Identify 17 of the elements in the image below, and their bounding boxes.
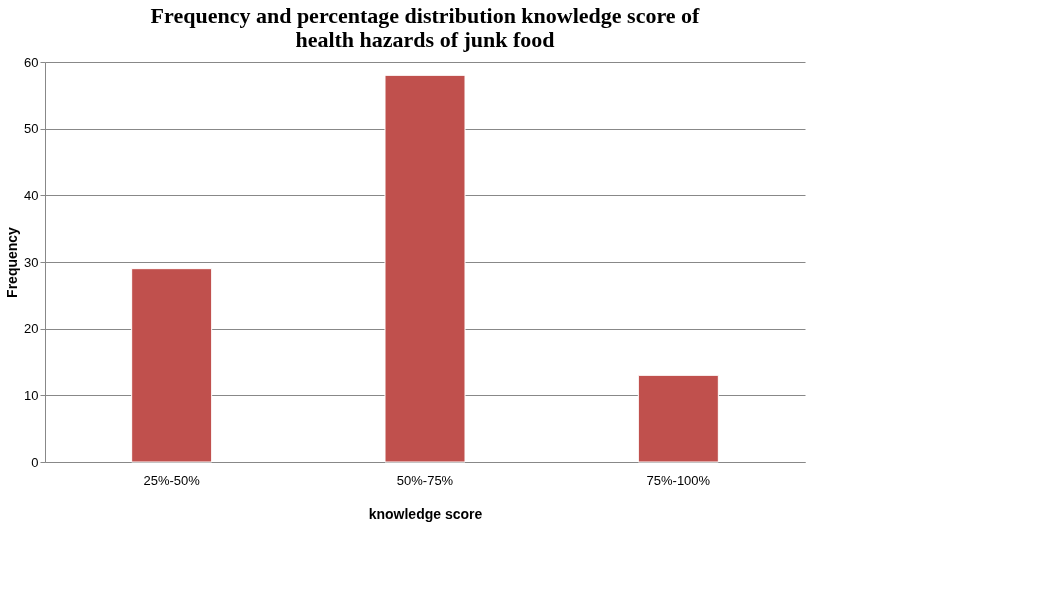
x-tick-label: 75%-100%	[646, 472, 711, 488]
y-tick-label: 10	[24, 387, 39, 403]
bar	[131, 268, 213, 463]
x-axis-title: knowledge score	[368, 505, 483, 522]
text: health hazards of junk food	[295, 27, 555, 52]
y-tick-label: 0	[31, 454, 39, 470]
y-tick-label: 30	[24, 254, 39, 270]
bar	[637, 374, 719, 463]
y-tick-label: 50	[24, 121, 39, 137]
x-tick-label: 50%-75%	[396, 472, 454, 488]
y-tick-label: 40	[24, 187, 39, 203]
text: Frequency and percentage distribution knowledge score of	[150, 3, 700, 28]
y-tick-label: 60	[24, 54, 39, 70]
y-tick-label: 20	[24, 321, 39, 337]
bar	[384, 74, 466, 463]
y-axis-title: Frequency	[4, 226, 21, 298]
x-tick-label: 25%-50%	[143, 472, 201, 488]
